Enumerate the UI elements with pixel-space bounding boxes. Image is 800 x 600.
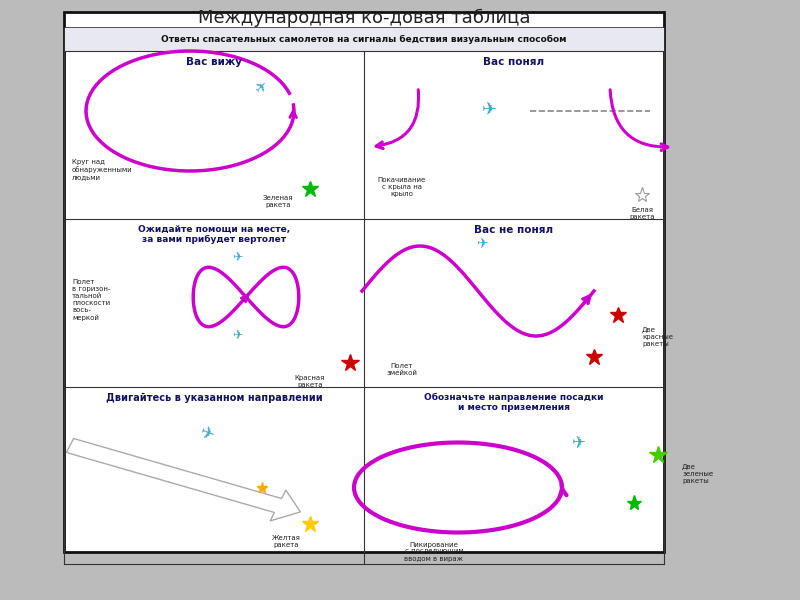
- Text: Белая
ракета: Белая ракета: [630, 207, 654, 220]
- Text: Покачивание
с крыла на
крыло: Покачивание с крыла на крыло: [378, 177, 426, 197]
- Text: Международная ко-довая таблица: Международная ко-довая таблица: [198, 9, 530, 27]
- Text: ✈: ✈: [476, 236, 488, 250]
- FancyBboxPatch shape: [64, 27, 664, 51]
- Text: ✈: ✈: [233, 251, 243, 265]
- Text: Вас вижу: Вас вижу: [186, 57, 242, 67]
- Text: ✈: ✈: [197, 422, 215, 445]
- Text: ✈: ✈: [233, 329, 243, 343]
- FancyArrow shape: [66, 439, 301, 521]
- Text: ✈: ✈: [482, 102, 498, 120]
- Text: Ответы спасательных самолетов на сигналы бедствия визуальным способом: Ответы спасательных самолетов на сигналы…: [162, 34, 566, 44]
- Text: Зеленая
ракета: Зеленая ракета: [262, 195, 294, 208]
- Text: ✈: ✈: [571, 433, 585, 451]
- Text: Обозначьте направление посадки
и место приземления: Обозначьте направление посадки и место п…: [424, 393, 604, 412]
- Text: Вас понял: Вас понял: [483, 57, 545, 67]
- Text: Вас не понял: Вас не понял: [474, 225, 554, 235]
- Text: Ожидайте помощи на месте,
за вами прибудет вертолет: Ожидайте помощи на месте, за вами прибуд…: [138, 225, 290, 244]
- Text: Две
красные
ракеты: Две красные ракеты: [642, 327, 673, 347]
- Text: ✈: ✈: [252, 77, 272, 97]
- FancyBboxPatch shape: [64, 12, 664, 552]
- Text: Две
зеленые
ракеты: Две зеленые ракеты: [682, 463, 713, 484]
- Text: Пикирование
с последующим
вводом в вираж: Пикирование с последующим вводом в вираж: [405, 541, 463, 562]
- Text: Круг над
обнаруженными
людьми: Круг над обнаруженными людьми: [72, 159, 133, 180]
- Text: Желтая
ракета: Желтая ракета: [271, 536, 301, 548]
- Text: Красная
ракета: Красная ракета: [295, 375, 325, 388]
- Text: Полет
в горизон-
тальной
плоскости
вось-
меркой: Полет в горизон- тальной плоскости вось-…: [72, 279, 110, 320]
- Text: Полет
змейкой: Полет змейкой: [386, 363, 418, 376]
- Text: Двигайтесь в указанном направлении: Двигайтесь в указанном направлении: [106, 393, 322, 403]
